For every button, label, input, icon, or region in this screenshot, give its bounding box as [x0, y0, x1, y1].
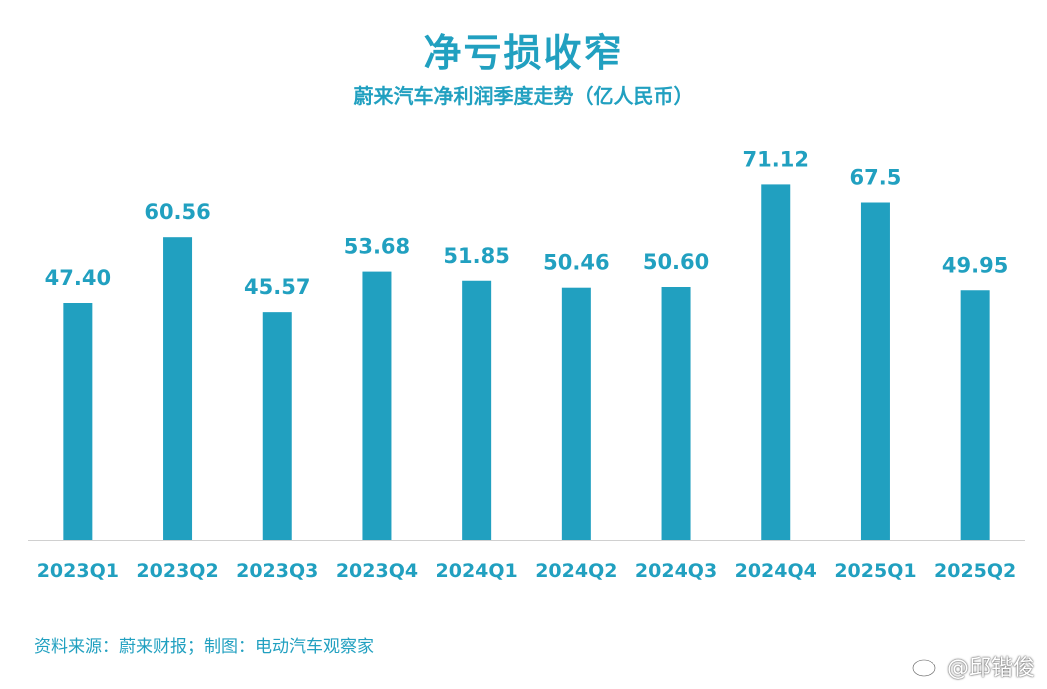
x-tick-label-2024Q4: 2024Q4 — [735, 560, 817, 582]
x-tick-label-2023Q3: 2023Q3 — [236, 560, 318, 582]
data-label-2023Q4: 53.68 — [344, 235, 410, 259]
x-tick-label-2023Q2: 2023Q2 — [136, 560, 218, 582]
x-tick-label-2024Q2: 2024Q2 — [535, 560, 617, 582]
bar-2025Q1 — [860, 202, 890, 540]
weibo-icon — [911, 653, 941, 679]
data-label-2024Q4: 71.12 — [743, 147, 809, 171]
watermark-text: @邱锴俊 — [946, 656, 1035, 681]
x-tick-label-2025Q1: 2025Q1 — [834, 560, 916, 582]
watermark: @邱锴俊 — [911, 650, 1035, 682]
bar-2023Q3 — [262, 312, 292, 540]
bar-2023Q2 — [163, 237, 193, 540]
chart-subtitle: 蔚来汽车净利润季度走势（亿人民币） — [353, 84, 694, 108]
bar-2023Q1 — [63, 303, 93, 540]
x-tick-label-2024Q1: 2024Q1 — [436, 560, 518, 582]
bar-2024Q2 — [561, 287, 591, 540]
bar-2023Q4 — [362, 271, 392, 540]
data-label-2024Q1: 51.85 — [443, 244, 509, 268]
bar-2024Q1 — [462, 280, 492, 540]
chart-title: 净亏损收窄 — [423, 31, 624, 75]
data-label-2023Q1: 47.40 — [45, 266, 111, 290]
x-tick-label-2023Q1: 2023Q1 — [37, 560, 119, 582]
x-tick-label-2024Q3: 2024Q3 — [635, 560, 717, 582]
data-label-2024Q2: 50.46 — [543, 251, 609, 275]
bar-2025Q2 — [960, 290, 990, 540]
source-note: 资料来源：蔚来财报；制图：电动汽车观察家 — [34, 637, 374, 657]
bar-2024Q4 — [761, 184, 791, 540]
data-label-2025Q1: 67.5 — [850, 166, 902, 190]
data-label-2023Q2: 60.56 — [144, 200, 210, 224]
x-tick-label-2023Q4: 2023Q4 — [336, 560, 418, 582]
data-label-2024Q3: 50.60 — [643, 250, 709, 274]
data-label-2025Q2: 49.95 — [942, 253, 1008, 277]
bar-2024Q3 — [661, 287, 691, 540]
data-label-2023Q3: 45.57 — [244, 275, 310, 299]
x-tick-label-2025Q2: 2025Q2 — [934, 560, 1016, 582]
